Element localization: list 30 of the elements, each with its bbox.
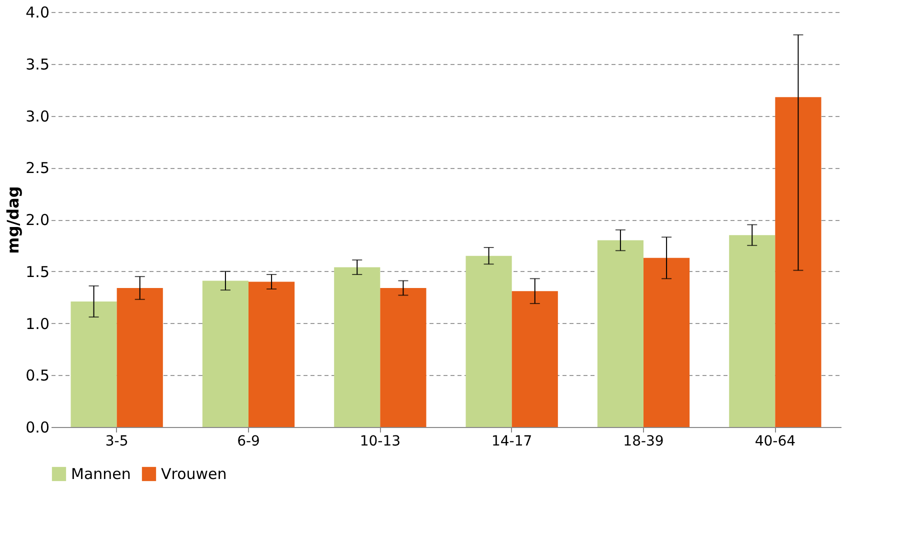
bar xyxy=(466,256,512,427)
y-tick-label: 1.5 xyxy=(26,262,50,281)
y-tick-label: 2.0 xyxy=(26,211,50,229)
y-tick-label: 3.0 xyxy=(26,107,50,126)
x-tick-label: 40-64 xyxy=(754,434,796,450)
x-tick-label: 14-17 xyxy=(491,434,532,450)
y-tick-label: 3.5 xyxy=(26,55,50,74)
bar xyxy=(644,258,690,427)
y-tick-label: 2.5 xyxy=(26,159,50,178)
y-tick-label: 0.0 xyxy=(26,418,50,436)
bar xyxy=(202,280,248,427)
y-axis-title: mg/dag xyxy=(4,186,23,254)
x-tick-label: 18-39 xyxy=(623,434,664,450)
bar xyxy=(380,288,426,427)
legend-label: Mannen xyxy=(71,465,131,483)
y-tick-label: 1.0 xyxy=(26,314,50,333)
y-tick-label: 0.5 xyxy=(26,366,50,385)
x-tick-label: 6-9 xyxy=(237,434,260,450)
bar xyxy=(775,97,822,427)
bar xyxy=(116,288,163,427)
bar xyxy=(597,240,644,427)
legend-label: Vrouwen xyxy=(161,465,227,483)
x-tick-label: 3-5 xyxy=(105,434,128,450)
x-tick-label: 10-13 xyxy=(360,434,401,450)
bar xyxy=(334,267,380,427)
bar xyxy=(70,301,117,427)
bar xyxy=(729,235,776,427)
y-tick-label: 4.0 xyxy=(26,4,50,22)
bar xyxy=(512,291,558,427)
bar xyxy=(248,282,295,427)
